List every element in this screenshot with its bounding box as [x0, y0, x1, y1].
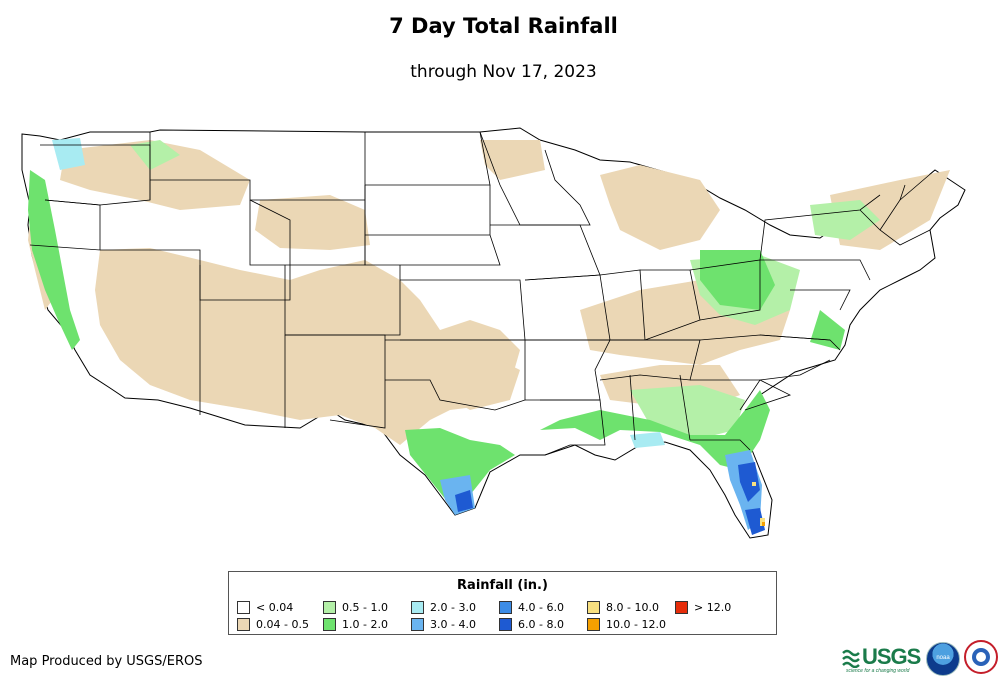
legend-swatch — [323, 617, 336, 631]
legend-item: 8.0 - 10.0 — [587, 599, 659, 615]
usgs-wave-icon — [842, 649, 860, 668]
legend-item: 6.0 - 8.0 — [499, 616, 564, 632]
legend-item: > 12.0 — [675, 599, 731, 615]
usgs-wordmark: USGS — [862, 644, 921, 669]
legend-item: 0.04 - 0.5 — [237, 616, 309, 632]
map-title: 7 Day Total Rainfall — [389, 14, 618, 38]
legend-swatch — [587, 617, 600, 631]
legend-swatch — [237, 600, 250, 614]
legend-swatch — [237, 617, 250, 631]
legend-item: 3.0 - 4.0 — [411, 616, 476, 632]
usgs-tagline: science for a changing world — [846, 668, 910, 674]
legend-item: 2.0 - 3.0 — [411, 599, 476, 615]
rain-band-1.0-2.0 — [28, 170, 845, 505]
legend-swatch — [411, 600, 424, 614]
rainfall-map — [21, 127, 966, 539]
legend-label: 2.0 - 3.0 — [430, 600, 476, 614]
legend-label: 4.0 - 6.0 — [518, 600, 564, 614]
map-credit: Map Produced by USGS/EROS — [10, 654, 203, 669]
usgs-logo: USGS science for a changing world — [842, 644, 921, 674]
legend-title: Rainfall (in.) — [457, 578, 548, 593]
national-weather-service-icon — [964, 640, 998, 674]
legend-swatch — [587, 600, 600, 614]
legend-label: 10.0 - 12.0 — [606, 617, 666, 631]
legend-label: 6.0 - 8.0 — [518, 617, 564, 631]
agency-logos: USGS science for a changing world noaa — [842, 636, 1002, 686]
legend-swatch — [499, 600, 512, 614]
noaa-logo: noaa — [926, 642, 960, 676]
rain-band-4.0-8.0 — [455, 462, 765, 535]
legend-label: > 12.0 — [694, 600, 732, 614]
legend-label: < 0.04 — [256, 600, 294, 614]
legend-item: 0.5 - 1.0 — [323, 599, 388, 615]
map-subtitle: through Nov 17, 2023 — [410, 62, 597, 82]
legend-swatch — [675, 600, 688, 614]
legend-swatch — [499, 617, 512, 631]
legend-items: < 0.04 0.04 - 0.5 0.5 - 1.0 1.0 - 2.0 2.0 - … — [237, 599, 777, 633]
legend-swatch — [323, 600, 336, 614]
legend-item: 10.0 - 12.0 — [587, 616, 666, 632]
legend-item: 1.0 - 2.0 — [323, 616, 388, 632]
state-borders — [29, 131, 936, 456]
legend-item: < 0.04 — [237, 599, 293, 615]
legend-label: 8.0 - 10.0 — [606, 600, 659, 614]
legend-item: 4.0 - 6.0 — [499, 599, 564, 615]
legend-label: 3.0 - 4.0 — [430, 617, 476, 631]
legend: Rainfall (in.) < 0.04 0.04 - 0.5 0.5 - 1.0… — [228, 571, 777, 635]
rain-band-8.0-12.0 — [752, 482, 765, 526]
legend-swatch — [411, 617, 424, 631]
legend-label: 0.04 - 0.5 — [256, 617, 309, 631]
legend-label: 1.0 - 2.0 — [342, 617, 388, 631]
rain-band-2.0-3.0 — [52, 138, 665, 448]
legend-label: 0.5 - 1.0 — [342, 600, 388, 614]
noaa-wordmark: noaa — [936, 655, 950, 661]
